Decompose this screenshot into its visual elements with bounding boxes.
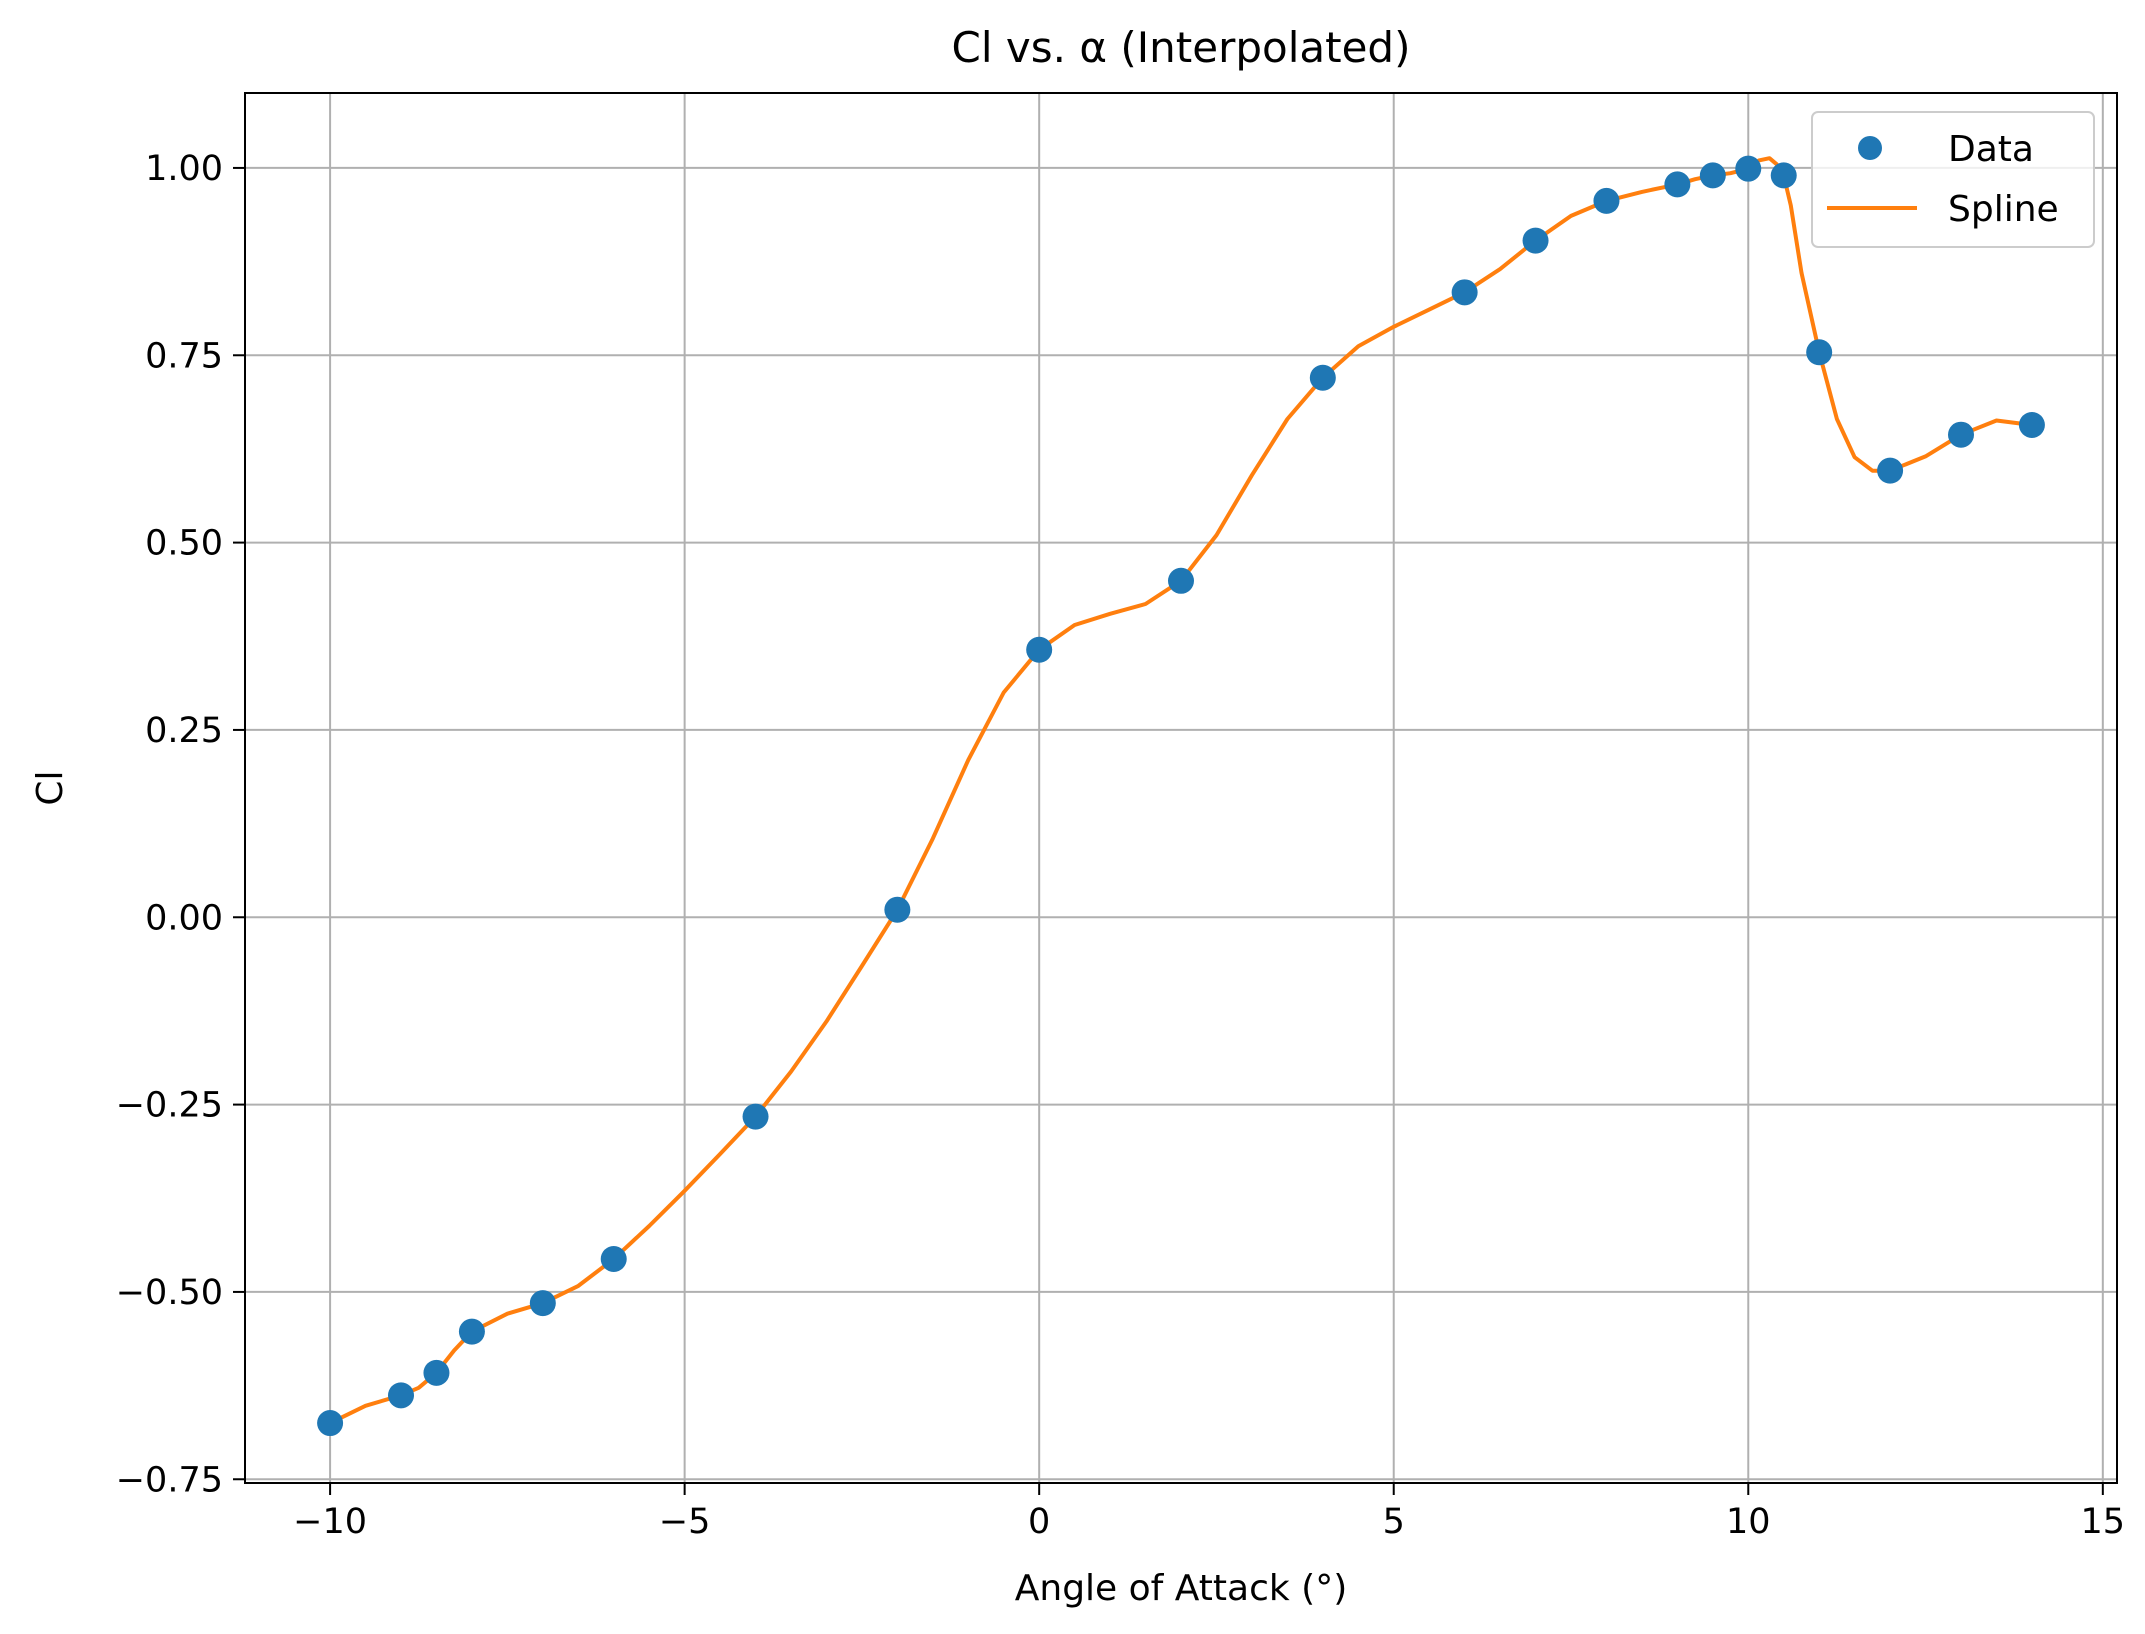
data-point <box>884 896 911 923</box>
x-axis-label: Angle of Attack (°) <box>1015 1568 1348 1609</box>
data-point <box>458 1318 485 1345</box>
y-tick-label: 1.00 <box>145 149 223 189</box>
legend-spline-label: Spline <box>1948 189 2059 230</box>
y-tick-label: −0.75 <box>116 1460 223 1500</box>
data-point <box>317 1410 344 1437</box>
data-point <box>1735 155 1762 182</box>
data-point <box>529 1290 556 1317</box>
legend: Data Spline <box>1811 111 2095 248</box>
data-point <box>423 1359 450 1386</box>
data-point <box>1948 421 1974 448</box>
data-point <box>1664 171 1691 198</box>
data-point <box>1806 339 1833 366</box>
axis-ticks: −10 −5 0 5 10 15 −0.75 −0.50 −0.25 0.00 0.25 0.50 0.… <box>116 149 2125 1542</box>
data-point <box>1770 162 1797 189</box>
plot-frame <box>244 92 2118 1484</box>
chart-title: Cl vs. α (Interpolated) <box>952 23 1411 72</box>
data-point <box>1699 162 1726 189</box>
data-point <box>1026 636 1053 663</box>
data-point <box>1309 364 1336 391</box>
data-point <box>388 1382 414 1409</box>
data-point <box>742 1103 769 1130</box>
y-tick-label: 0.75 <box>145 336 223 376</box>
legend-data-marker <box>1858 136 1882 160</box>
plot-series <box>317 155 2045 1437</box>
x-tick-label: −10 <box>293 1502 367 1542</box>
x-tick-label: 5 <box>1383 1502 1405 1542</box>
y-axis-label: Cl <box>30 770 71 805</box>
data-point <box>1877 457 1904 484</box>
y-tick-label: −0.50 <box>116 1273 223 1313</box>
data-point <box>1593 187 1620 214</box>
data-point <box>1451 279 1478 306</box>
data-point <box>1168 567 1194 594</box>
data-point <box>600 1245 627 1272</box>
legend-data-label: Data <box>1948 129 2034 170</box>
grid <box>245 93 2117 1483</box>
y-tick-label: 0.25 <box>145 711 223 751</box>
y-tick-label: −0.25 <box>116 1086 223 1126</box>
data-point <box>2018 411 2045 438</box>
x-tick-label: 10 <box>1726 1502 1771 1542</box>
legend-box <box>1811 111 2095 248</box>
y-tick-label: 0.50 <box>145 524 223 564</box>
data-point <box>1522 227 1549 254</box>
x-tick-label: 0 <box>1028 1502 1050 1542</box>
y-tick-label: 0.00 <box>145 898 223 938</box>
x-tick-label: 15 <box>2081 1502 2126 1542</box>
x-tick-label: −5 <box>659 1502 711 1542</box>
